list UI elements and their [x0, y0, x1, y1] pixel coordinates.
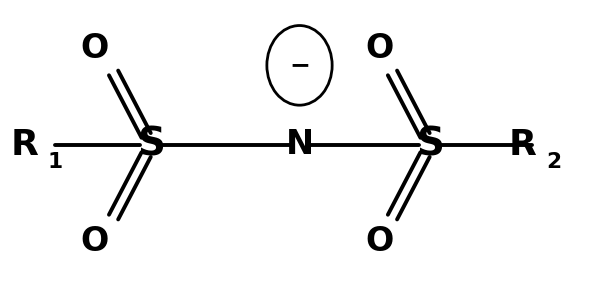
Text: N: N	[286, 128, 313, 162]
Text: O: O	[81, 32, 109, 65]
Text: R: R	[509, 128, 537, 162]
Text: O: O	[365, 32, 394, 65]
Text: R: R	[11, 128, 38, 162]
Text: O: O	[81, 225, 109, 258]
Text: S: S	[416, 126, 444, 164]
Text: O: O	[365, 225, 394, 258]
Text: S: S	[137, 126, 165, 164]
Text: 1: 1	[47, 152, 62, 172]
Text: −: −	[289, 53, 310, 77]
Text: 2: 2	[546, 152, 561, 172]
